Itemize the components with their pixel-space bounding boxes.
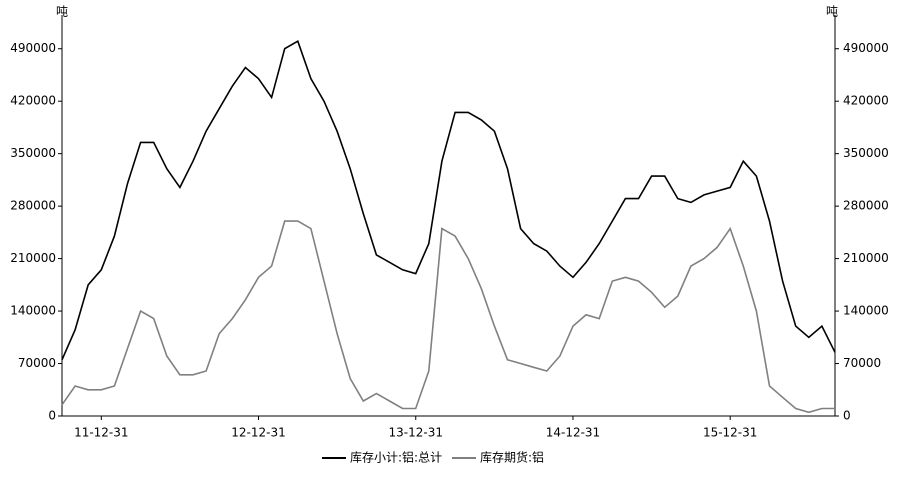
y2-tick-label: 0 [843, 409, 851, 423]
y-tick-label: 350000 [10, 146, 56, 160]
y2-tick-label: 350000 [843, 146, 889, 160]
y-tick-label: 280000 [10, 199, 56, 213]
y-tick-label: 70000 [18, 356, 56, 370]
x-tick-label: 14-12-31 [546, 426, 600, 440]
y2-tick-label: 70000 [843, 356, 881, 370]
y-tick-label: 140000 [10, 304, 56, 318]
y2-tick-label: 420000 [843, 94, 889, 108]
y2-tick-label: 280000 [843, 199, 889, 213]
y2-tick-label: 140000 [843, 304, 889, 318]
y-tick-label: 420000 [10, 94, 56, 108]
x-tick-label: 13-12-31 [389, 426, 443, 440]
legend-label: 库存期货:铝 [480, 450, 544, 465]
y-tick-label: 490000 [10, 41, 56, 55]
y2-tick-label: 210000 [843, 251, 889, 265]
x-tick-label: 11-12-31 [74, 426, 128, 440]
x-tick-label: 12-12-31 [231, 426, 285, 440]
y-tick-label: 0 [48, 409, 56, 423]
x-tick-label: 15-12-31 [703, 426, 757, 440]
y2-tick-label: 490000 [843, 41, 889, 55]
y-axis-unit: 吨 [56, 5, 68, 19]
legend-label: 库存小计:铝:总计 [350, 450, 442, 465]
y-tick-label: 210000 [10, 251, 56, 265]
line-series [61, 220, 835, 414]
line-series [61, 40, 836, 361]
y2-axis-unit: 吨 [826, 5, 838, 19]
